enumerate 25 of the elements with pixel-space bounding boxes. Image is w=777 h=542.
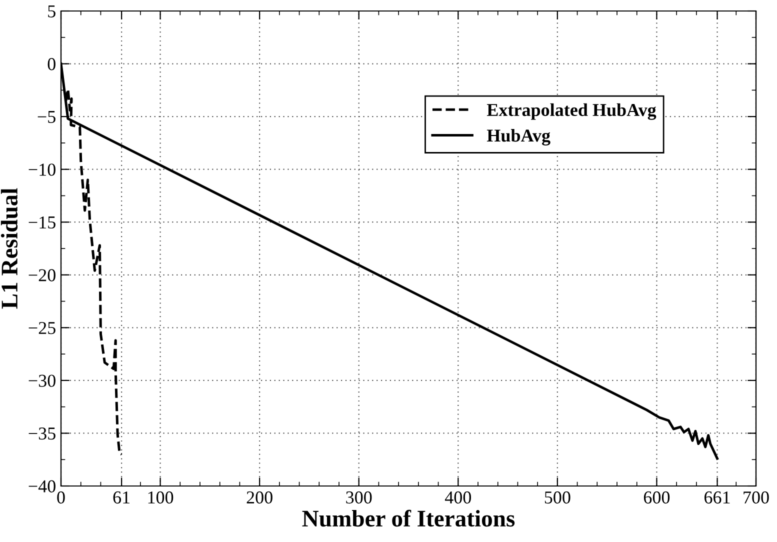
x-tick-label: 661 (704, 491, 730, 504)
y-tick-label: −20 (28, 269, 56, 282)
x-tick-label: 600 (644, 491, 670, 504)
x-tick-label: 61 (113, 491, 130, 504)
x-tick-label: 700 (744, 491, 769, 504)
y-tick-label: −40 (28, 480, 56, 492)
line-series (64, 88, 123, 456)
y-tick-label: −25 (28, 322, 56, 334)
x-tick-label: 500 (544, 491, 570, 504)
y-tick-label: −15 (28, 216, 56, 229)
x-tick-label: 300 (346, 491, 372, 504)
x-tick-label: 100 (148, 491, 174, 504)
y-tick-label: −35 (28, 428, 56, 440)
y-tick-label: −30 (28, 374, 56, 387)
x-tick-label: 200 (246, 491, 272, 504)
x-tick-label: 0 (57, 491, 65, 504)
legend-label: HubAvg (486, 129, 550, 146)
legend-label: Extrapolated HubAvg (486, 103, 656, 120)
y-tick-label: 5 (48, 5, 56, 18)
y-tick-label: −10 (28, 164, 56, 176)
y-tick-label: −5 (38, 110, 56, 123)
x-axis-title: Number of Iterations (302, 510, 515, 527)
y-tick-label: 0 (48, 58, 56, 70)
x-tick-label: 400 (444, 491, 471, 504)
y-axis-title: L1 Residual (0, 188, 18, 309)
